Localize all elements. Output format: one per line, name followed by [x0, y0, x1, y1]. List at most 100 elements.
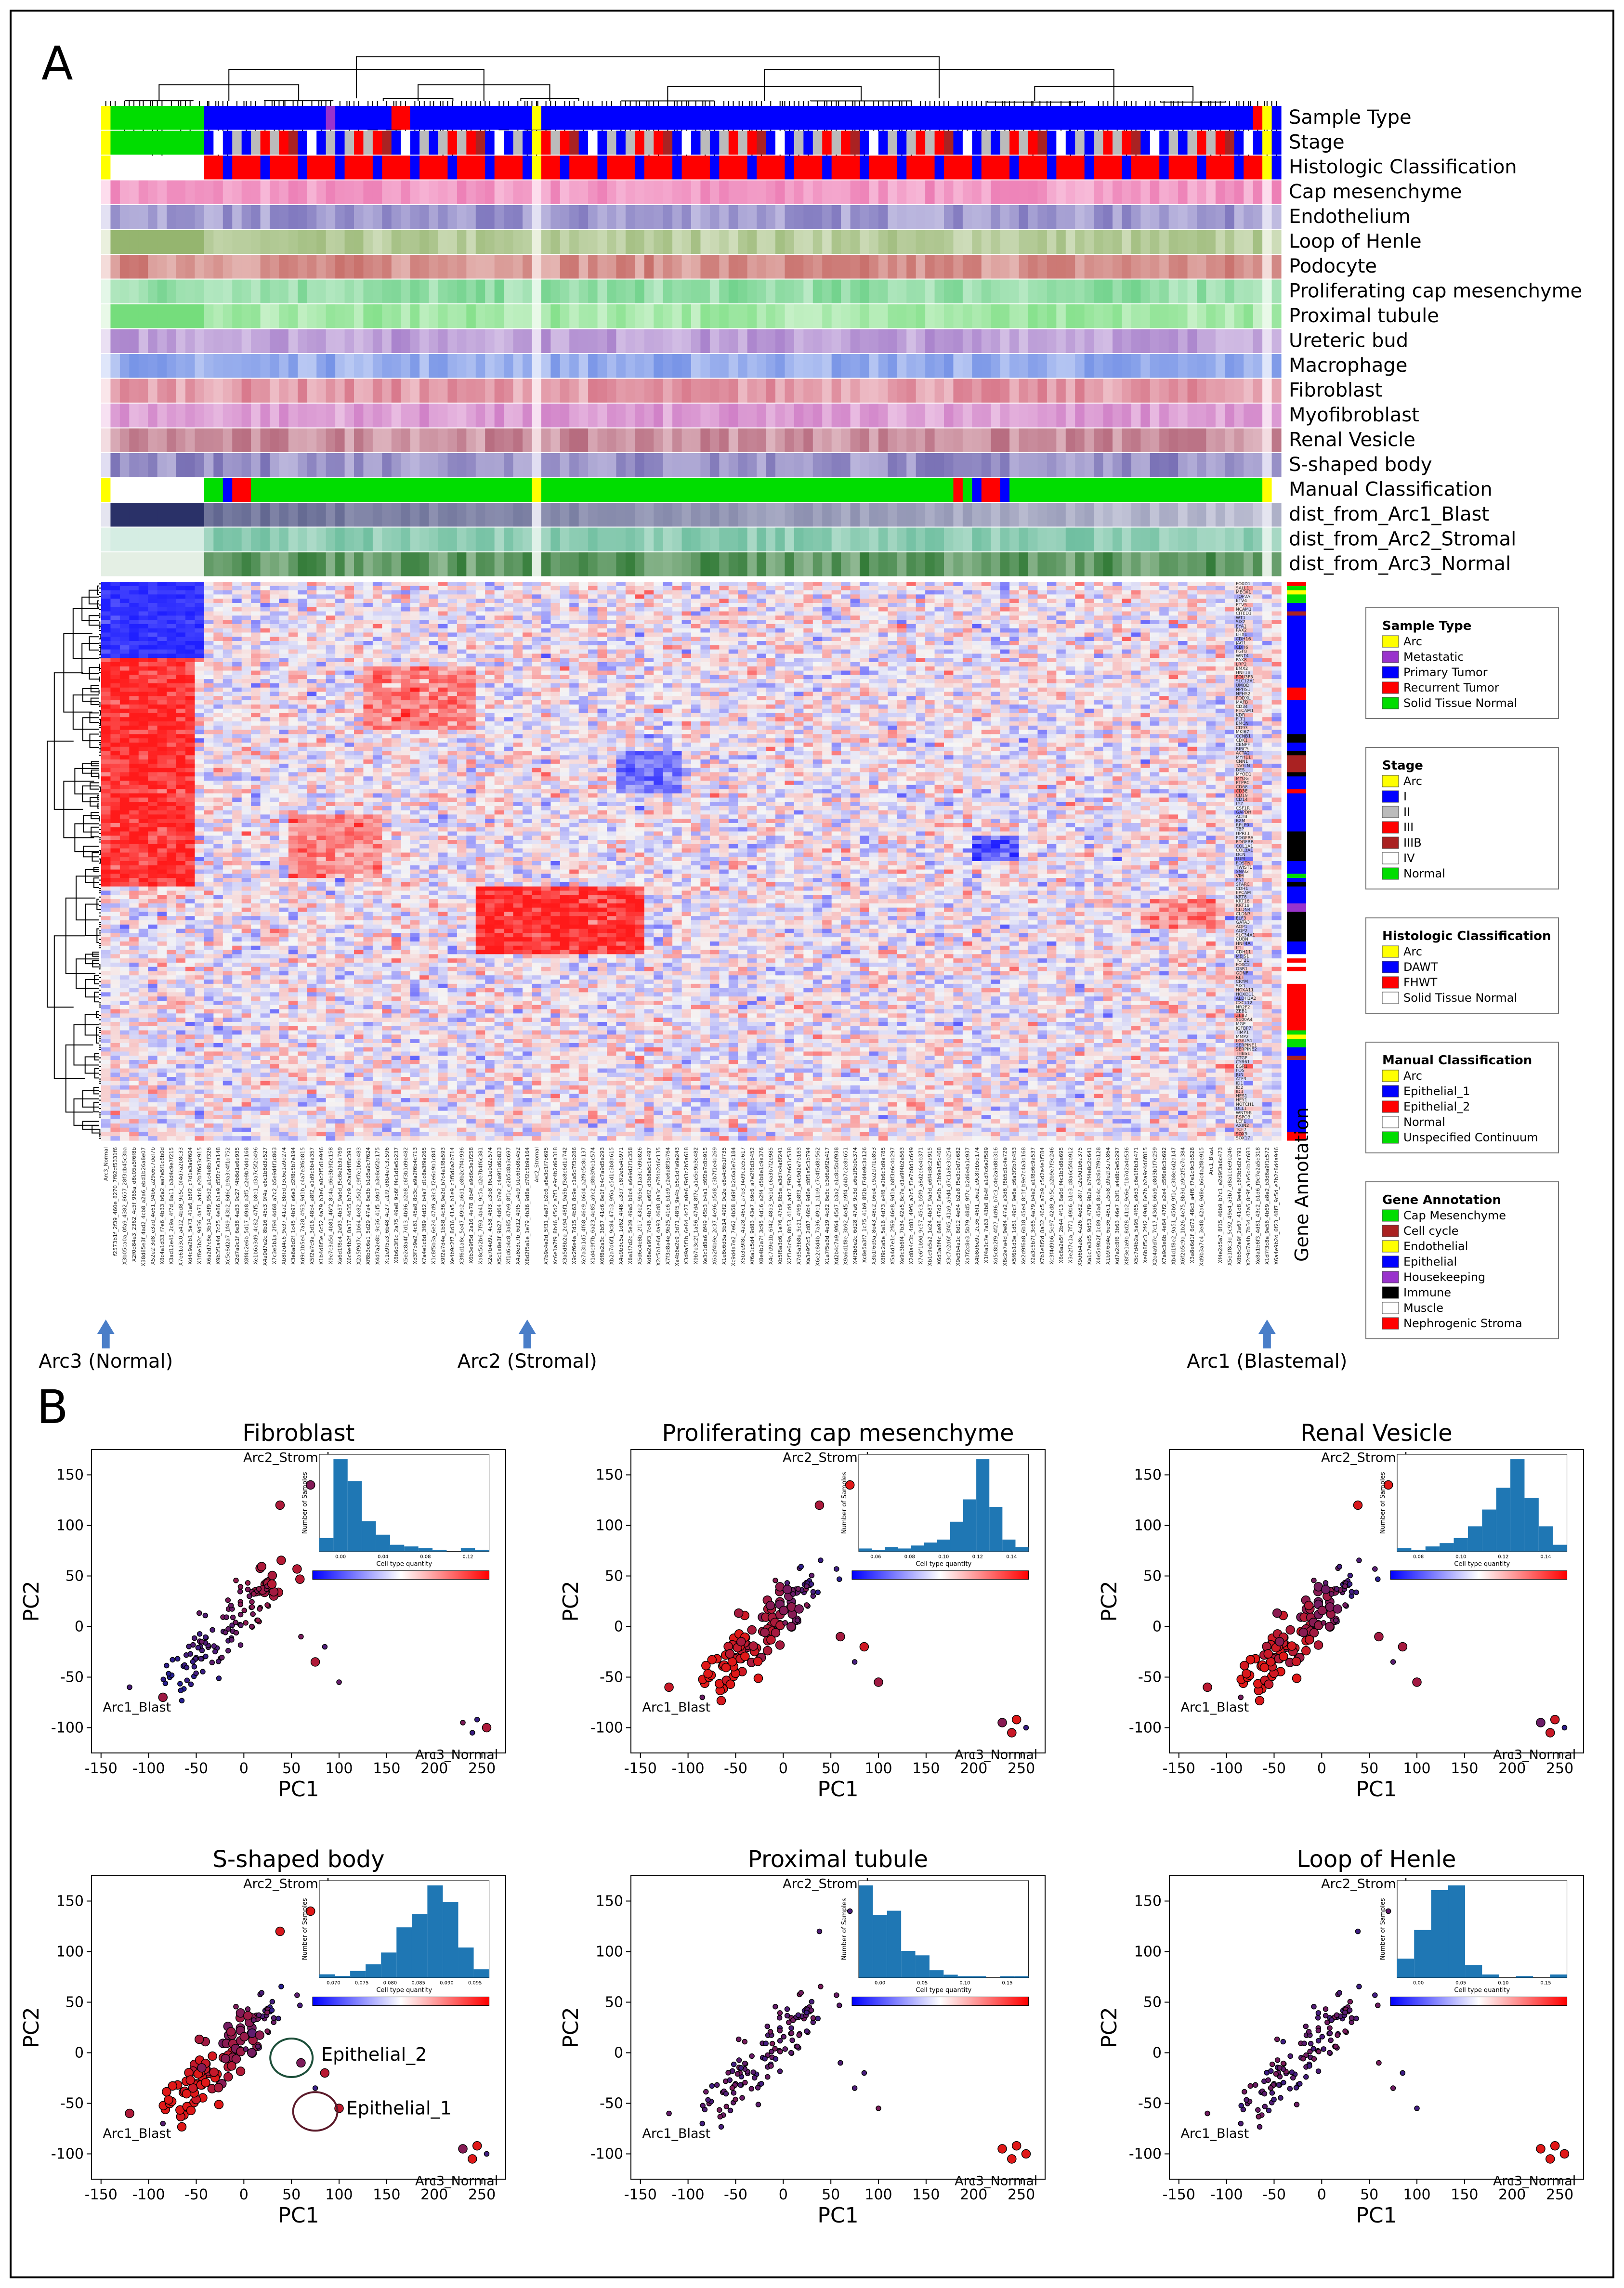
heatmap-cell	[242, 624, 251, 628]
heatmap-cell	[232, 615, 242, 620]
annotation-cell	[785, 404, 794, 428]
annotation-cell	[101, 478, 111, 502]
heatmap-cell	[457, 586, 467, 590]
annotation-cell	[1113, 230, 1122, 254]
annotation-cell	[888, 329, 897, 353]
heatmap-cell	[270, 624, 279, 628]
annotation-cell	[747, 106, 757, 130]
annotation-cell	[363, 354, 373, 378]
heatmap-cell	[1150, 628, 1160, 633]
annotation-cell	[813, 106, 823, 130]
heatmap-cell	[1216, 645, 1225, 650]
annotation-cell	[204, 230, 214, 254]
heatmap-cell	[682, 628, 692, 633]
heatmap-cell	[1019, 599, 1029, 603]
annotation-cell	[635, 354, 644, 378]
heatmap-cell	[738, 645, 747, 650]
heatmap-cell	[869, 599, 878, 603]
annotation-cell	[223, 354, 233, 378]
heatmap-cell	[822, 603, 832, 607]
annotation-cell	[213, 478, 223, 502]
heatmap-cell	[691, 632, 701, 637]
heatmap-cell	[878, 607, 888, 612]
annotation-cell	[1262, 404, 1272, 428]
heatmap-cell	[419, 654, 429, 658]
heatmap-cell	[261, 628, 270, 633]
heatmap-cell	[729, 586, 738, 590]
annotation-cell	[803, 503, 813, 527]
annotation-cell	[888, 106, 897, 130]
heatmap-cell	[261, 620, 270, 624]
annotation-cell	[550, 404, 560, 428]
annotation-cell	[523, 478, 532, 502]
annotation-cell	[766, 453, 776, 477]
annotation-cell	[953, 354, 963, 378]
annotation-cell	[729, 230, 738, 254]
annotation-cell	[598, 280, 607, 304]
annotation-cell	[925, 280, 935, 304]
heatmap-cell	[419, 632, 429, 637]
heatmap-cell	[766, 612, 776, 616]
annotation-cell	[654, 552, 663, 576]
annotation-cell	[841, 354, 851, 378]
heatmap-cell	[176, 586, 186, 590]
heatmap-cell	[1216, 620, 1225, 624]
heatmap-cell	[738, 624, 747, 628]
heatmap-cell	[1047, 590, 1057, 595]
annotation-cell	[223, 205, 233, 229]
heatmap-cell	[672, 632, 682, 637]
annotation-cell	[897, 280, 907, 304]
annotation-cell	[316, 181, 326, 205]
annotation-cell	[167, 552, 176, 576]
annotation-cell	[1028, 429, 1038, 453]
heatmap-cell	[195, 590, 204, 595]
heatmap-cell	[851, 645, 860, 650]
heatmap-cell	[738, 612, 747, 616]
heatmap-cell	[1197, 603, 1206, 607]
heatmap-cell	[466, 628, 476, 633]
heatmap-cell	[644, 620, 654, 624]
heatmap-cell	[766, 594, 776, 599]
heatmap-cell	[1122, 641, 1131, 645]
annotation-cell	[382, 552, 392, 576]
heatmap-cell	[1028, 615, 1038, 620]
annotation-cell	[373, 404, 382, 428]
heatmap-cell	[1019, 615, 1029, 620]
annotation-cell	[747, 528, 757, 552]
annotation-cell	[213, 503, 223, 527]
heatmap-cell	[822, 641, 832, 645]
annotation-cell	[1197, 156, 1206, 180]
heatmap-cell	[392, 603, 401, 607]
heatmap-cell	[429, 650, 439, 654]
heatmap-cell	[944, 594, 954, 599]
annotation-cell	[785, 528, 794, 552]
heatmap-cell	[672, 612, 682, 616]
heatmap-cell	[1103, 615, 1113, 620]
heatmap-cell	[832, 654, 841, 658]
track-label: Histologic Classification	[1289, 156, 1517, 178]
heatmap-cell	[963, 590, 972, 595]
annotation-cell	[392, 255, 401, 279]
heatmap-cell	[298, 654, 307, 658]
heatmap-cell	[906, 641, 916, 645]
heatmap-cell	[785, 624, 794, 628]
annotation-cell	[485, 156, 495, 180]
heatmap-cell	[906, 607, 916, 612]
heatmap-cell	[550, 645, 560, 650]
annotation-cell	[1066, 255, 1075, 279]
heatmap-cell	[878, 586, 888, 590]
annotation-cell	[906, 429, 916, 453]
heatmap-cell	[1131, 582, 1141, 586]
heatmap-cell	[382, 612, 392, 616]
heatmap-cell	[1188, 586, 1197, 590]
heatmap-cell	[794, 607, 804, 612]
annotation-cell	[654, 131, 663, 155]
annotation-cell	[223, 404, 233, 428]
heatmap-cell	[944, 628, 954, 633]
heatmap-cell	[757, 632, 766, 637]
annotation-cell	[982, 478, 991, 502]
annotation-cell	[991, 106, 1000, 130]
annotation-cell	[1272, 552, 1282, 576]
annotation-cell	[794, 255, 804, 279]
heatmap-cell	[935, 624, 944, 628]
